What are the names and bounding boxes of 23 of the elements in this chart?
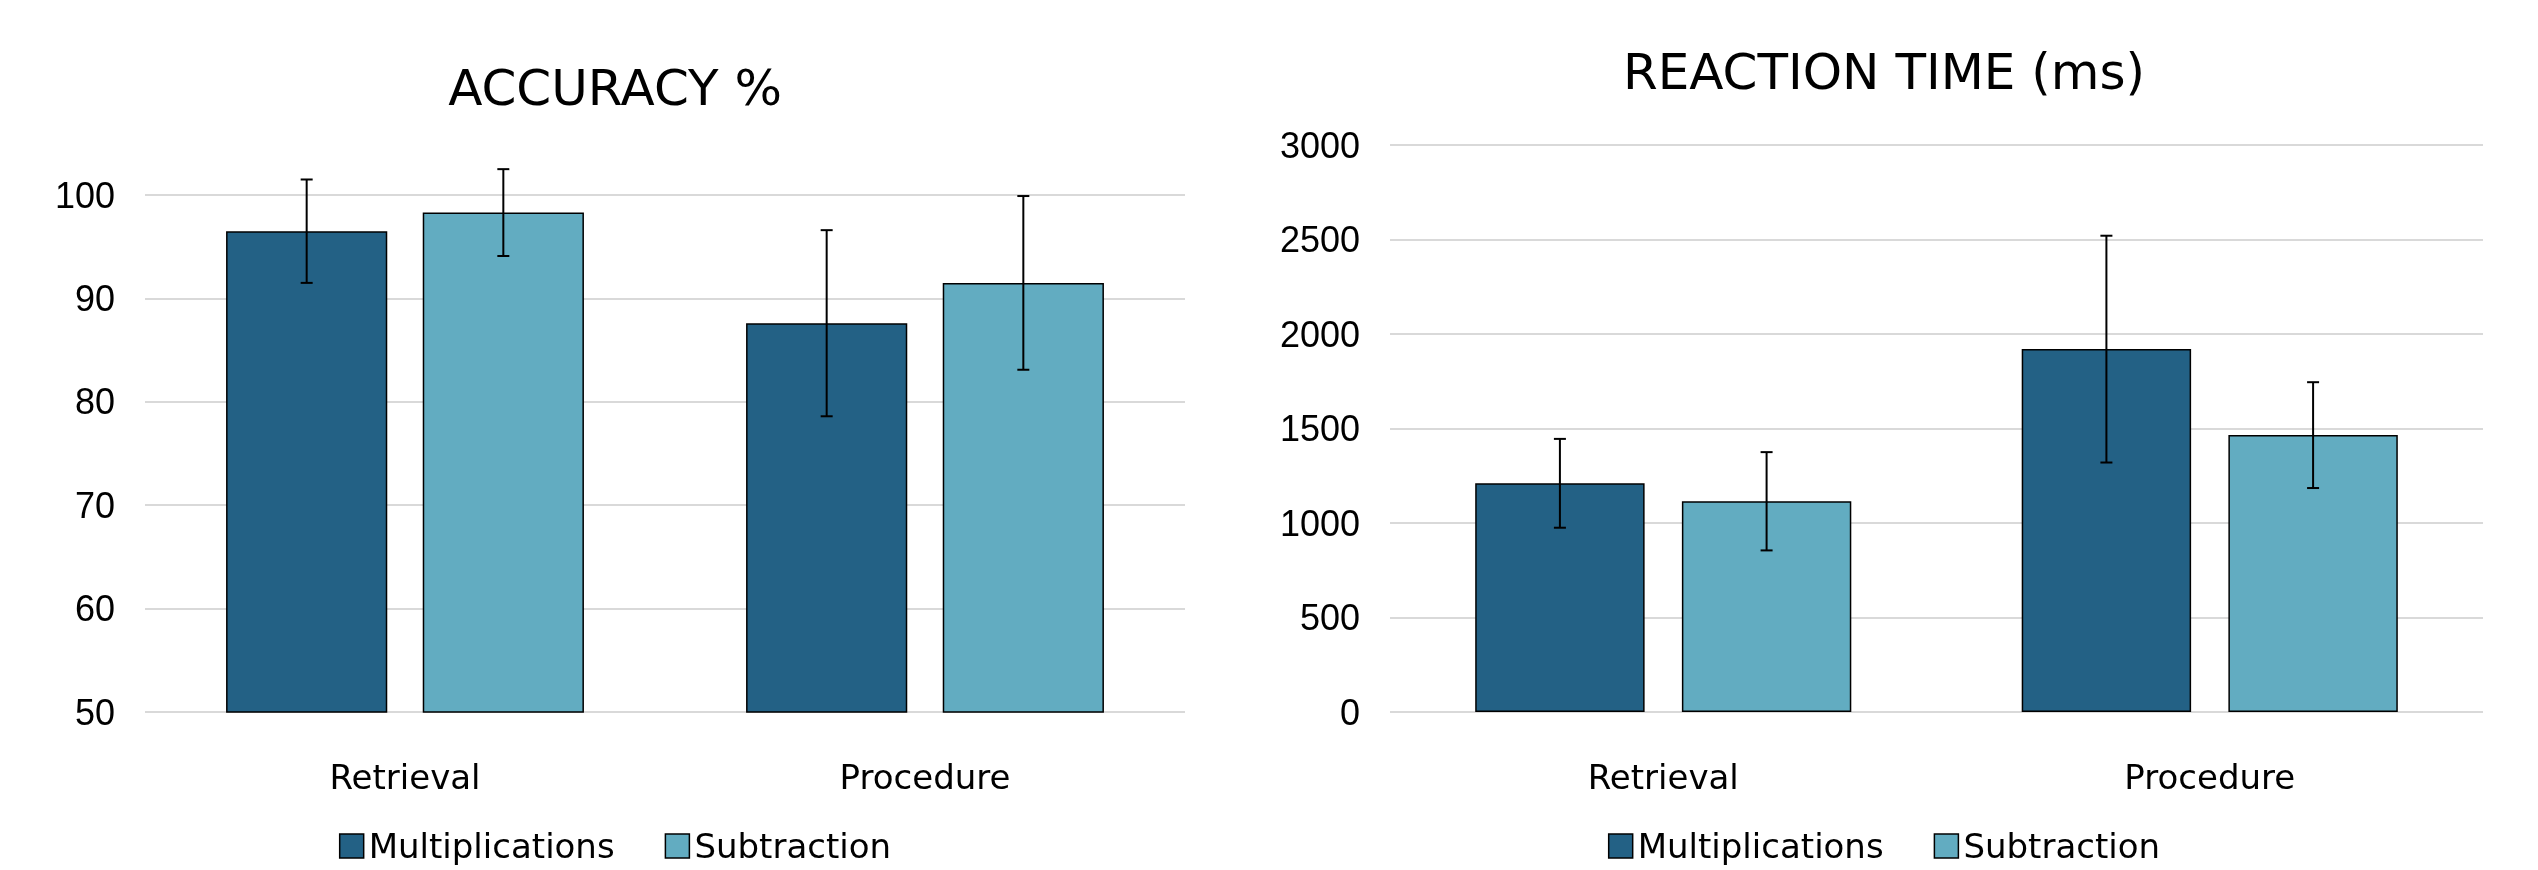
x-tick-label: Retrieval <box>329 757 481 797</box>
y-tick-label: 0 <box>1339 691 1360 733</box>
y-tick-label: 2000 <box>1279 313 1360 355</box>
chart-title: ACCURACY % <box>448 59 782 117</box>
y-tick-label: 500 <box>1299 597 1360 638</box>
x-tick-label: Retrieval <box>1587 757 1739 797</box>
y-tick-label: 90 <box>74 277 115 319</box>
x-tick-label: Procedure <box>2124 757 2296 797</box>
chart-title: REACTION TIME (ms) <box>1622 43 2146 101</box>
y-tick-label: 70 <box>74 484 115 526</box>
legend-label: Multiplications <box>1637 826 1884 866</box>
y-tick-label: 100 <box>54 174 115 216</box>
legend-label: Multiplications <box>368 826 615 866</box>
x-tick-label: Procedure <box>839 757 1011 797</box>
y-tick-label: 60 <box>74 588 115 630</box>
y-tick-label: 80 <box>74 381 115 423</box>
y-tick-label: 3000 <box>1279 124 1360 166</box>
y-tick-label: 50 <box>74 691 115 733</box>
legend-label: Subtraction <box>1963 826 2161 866</box>
y-tick-label: 1500 <box>1279 408 1360 449</box>
y-tick-label: 2500 <box>1279 219 1360 260</box>
y-tick-label: 1000 <box>1279 502 1360 544</box>
legend-label: Subtraction <box>694 826 892 866</box>
